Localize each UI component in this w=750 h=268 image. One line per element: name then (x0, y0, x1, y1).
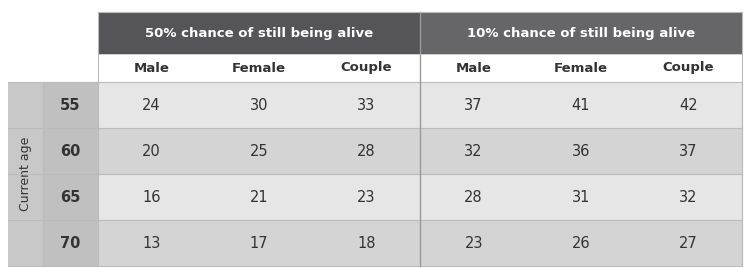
Text: 23: 23 (357, 189, 376, 204)
Text: 36: 36 (572, 143, 590, 158)
Bar (420, 128, 527, 174)
Text: 13: 13 (142, 236, 160, 251)
Text: Female: Female (232, 61, 286, 75)
Bar (313, 174, 420, 220)
Text: Current age: Current age (19, 137, 32, 211)
Bar (206, 82, 313, 128)
Bar (420, 82, 527, 128)
Text: 25: 25 (250, 143, 268, 158)
Bar (634, 82, 742, 128)
Bar (420, 220, 527, 266)
Bar (634, 220, 742, 266)
Text: 24: 24 (142, 98, 161, 113)
Text: Male: Male (456, 61, 491, 75)
Text: 30: 30 (250, 98, 268, 113)
Bar (98, 220, 206, 266)
Bar (313, 220, 420, 266)
Bar (8, 82, 43, 266)
Bar (527, 174, 634, 220)
Text: 41: 41 (572, 98, 590, 113)
Text: Male: Male (134, 61, 170, 75)
Text: 33: 33 (357, 98, 376, 113)
Text: 27: 27 (679, 236, 698, 251)
Text: Couple: Couple (340, 61, 392, 75)
Bar (43, 174, 98, 220)
Text: 23: 23 (464, 236, 483, 251)
Bar (98, 174, 206, 220)
Text: 31: 31 (572, 189, 590, 204)
Text: 32: 32 (679, 189, 698, 204)
Text: 16: 16 (142, 189, 161, 204)
Text: 55: 55 (60, 98, 81, 113)
Bar (206, 128, 313, 174)
Text: 70: 70 (60, 236, 81, 251)
Text: 20: 20 (142, 143, 161, 158)
Bar (313, 128, 420, 174)
Text: 42: 42 (679, 98, 698, 113)
Text: 28: 28 (464, 189, 483, 204)
Bar (98, 12, 420, 54)
Bar (527, 220, 634, 266)
Bar (98, 82, 206, 128)
Text: 28: 28 (357, 143, 376, 158)
Bar (43, 128, 98, 174)
Bar (634, 174, 742, 220)
Text: 21: 21 (250, 189, 268, 204)
Bar (206, 220, 313, 266)
Text: 65: 65 (60, 189, 81, 204)
Bar (98, 128, 206, 174)
Bar (420, 174, 527, 220)
Bar (206, 174, 313, 220)
Bar (420, 12, 742, 54)
Text: 37: 37 (464, 98, 483, 113)
Bar (634, 128, 742, 174)
Bar (527, 128, 634, 174)
Text: 10% chance of still being alive: 10% chance of still being alive (467, 27, 695, 39)
Bar (313, 82, 420, 128)
Text: 32: 32 (464, 143, 483, 158)
Text: 50% chance of still being alive: 50% chance of still being alive (145, 27, 373, 39)
Bar (527, 82, 634, 128)
Text: 60: 60 (60, 143, 81, 158)
Bar (43, 220, 98, 266)
Text: 18: 18 (357, 236, 376, 251)
Text: 17: 17 (250, 236, 268, 251)
Text: 37: 37 (679, 143, 698, 158)
Bar (43, 82, 98, 128)
Text: Couple: Couple (662, 61, 714, 75)
Text: 26: 26 (572, 236, 590, 251)
Text: Female: Female (554, 61, 608, 75)
